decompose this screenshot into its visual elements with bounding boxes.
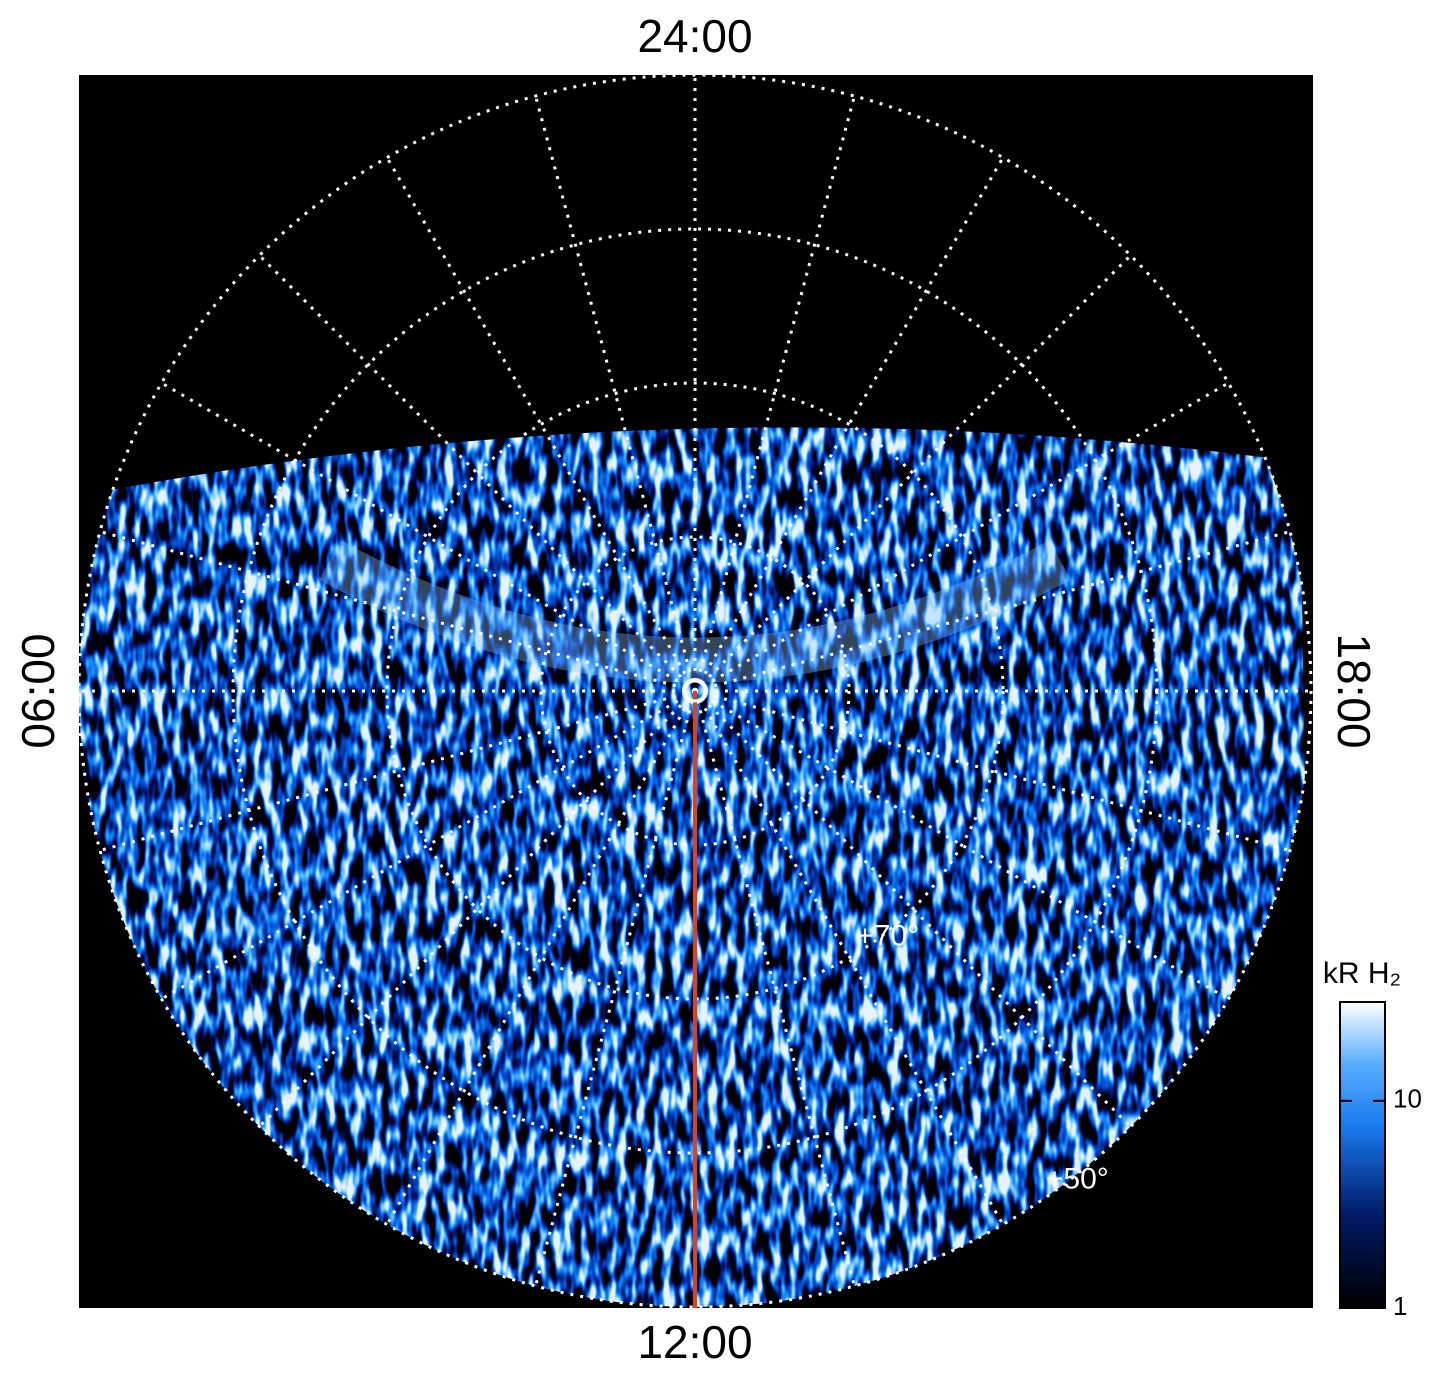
- meridian: [693, 156, 1005, 692]
- time-label-bottom: 12:00: [637, 1316, 752, 1368]
- meridian: [694, 689, 1291, 852]
- colorbar: [1339, 1001, 1386, 1309]
- time-label-top: 24:00: [637, 10, 752, 62]
- meridian: [385, 156, 697, 692]
- meridian: [160, 381, 696, 693]
- meridian: [693, 690, 856, 1287]
- meridian: [693, 690, 1005, 1226]
- colorbar-tick-label: 1: [1393, 1291, 1407, 1321]
- meridian: [258, 254, 697, 693]
- meridian: [99, 689, 696, 852]
- pole-marker: [683, 679, 707, 703]
- meridian: [534, 690, 697, 1287]
- meridian: [534, 95, 697, 692]
- meridian: [258, 689, 697, 1128]
- meridian: [385, 690, 697, 1226]
- latitude-label: +50°: [1046, 1162, 1109, 1195]
- meridian: [693, 254, 1132, 693]
- latitude-ring: [385, 381, 1005, 1001]
- meridian: [693, 95, 856, 692]
- colorbar-tick-label: 10: [1393, 1084, 1422, 1114]
- latitude-ring: [79, 75, 1313, 1308]
- meridian: [694, 530, 1291, 693]
- meridian: [160, 689, 696, 1001]
- meridian: [694, 689, 1230, 1001]
- time-label-right: 18:00: [1328, 633, 1380, 748]
- meridian: [693, 689, 1132, 1128]
- colorbar-label: kR H₂: [1323, 957, 1401, 990]
- meridian: [99, 530, 696, 693]
- latitude-label: +70°: [856, 920, 919, 953]
- meridian: [694, 381, 1230, 693]
- time-label-left: 06:00: [12, 633, 64, 748]
